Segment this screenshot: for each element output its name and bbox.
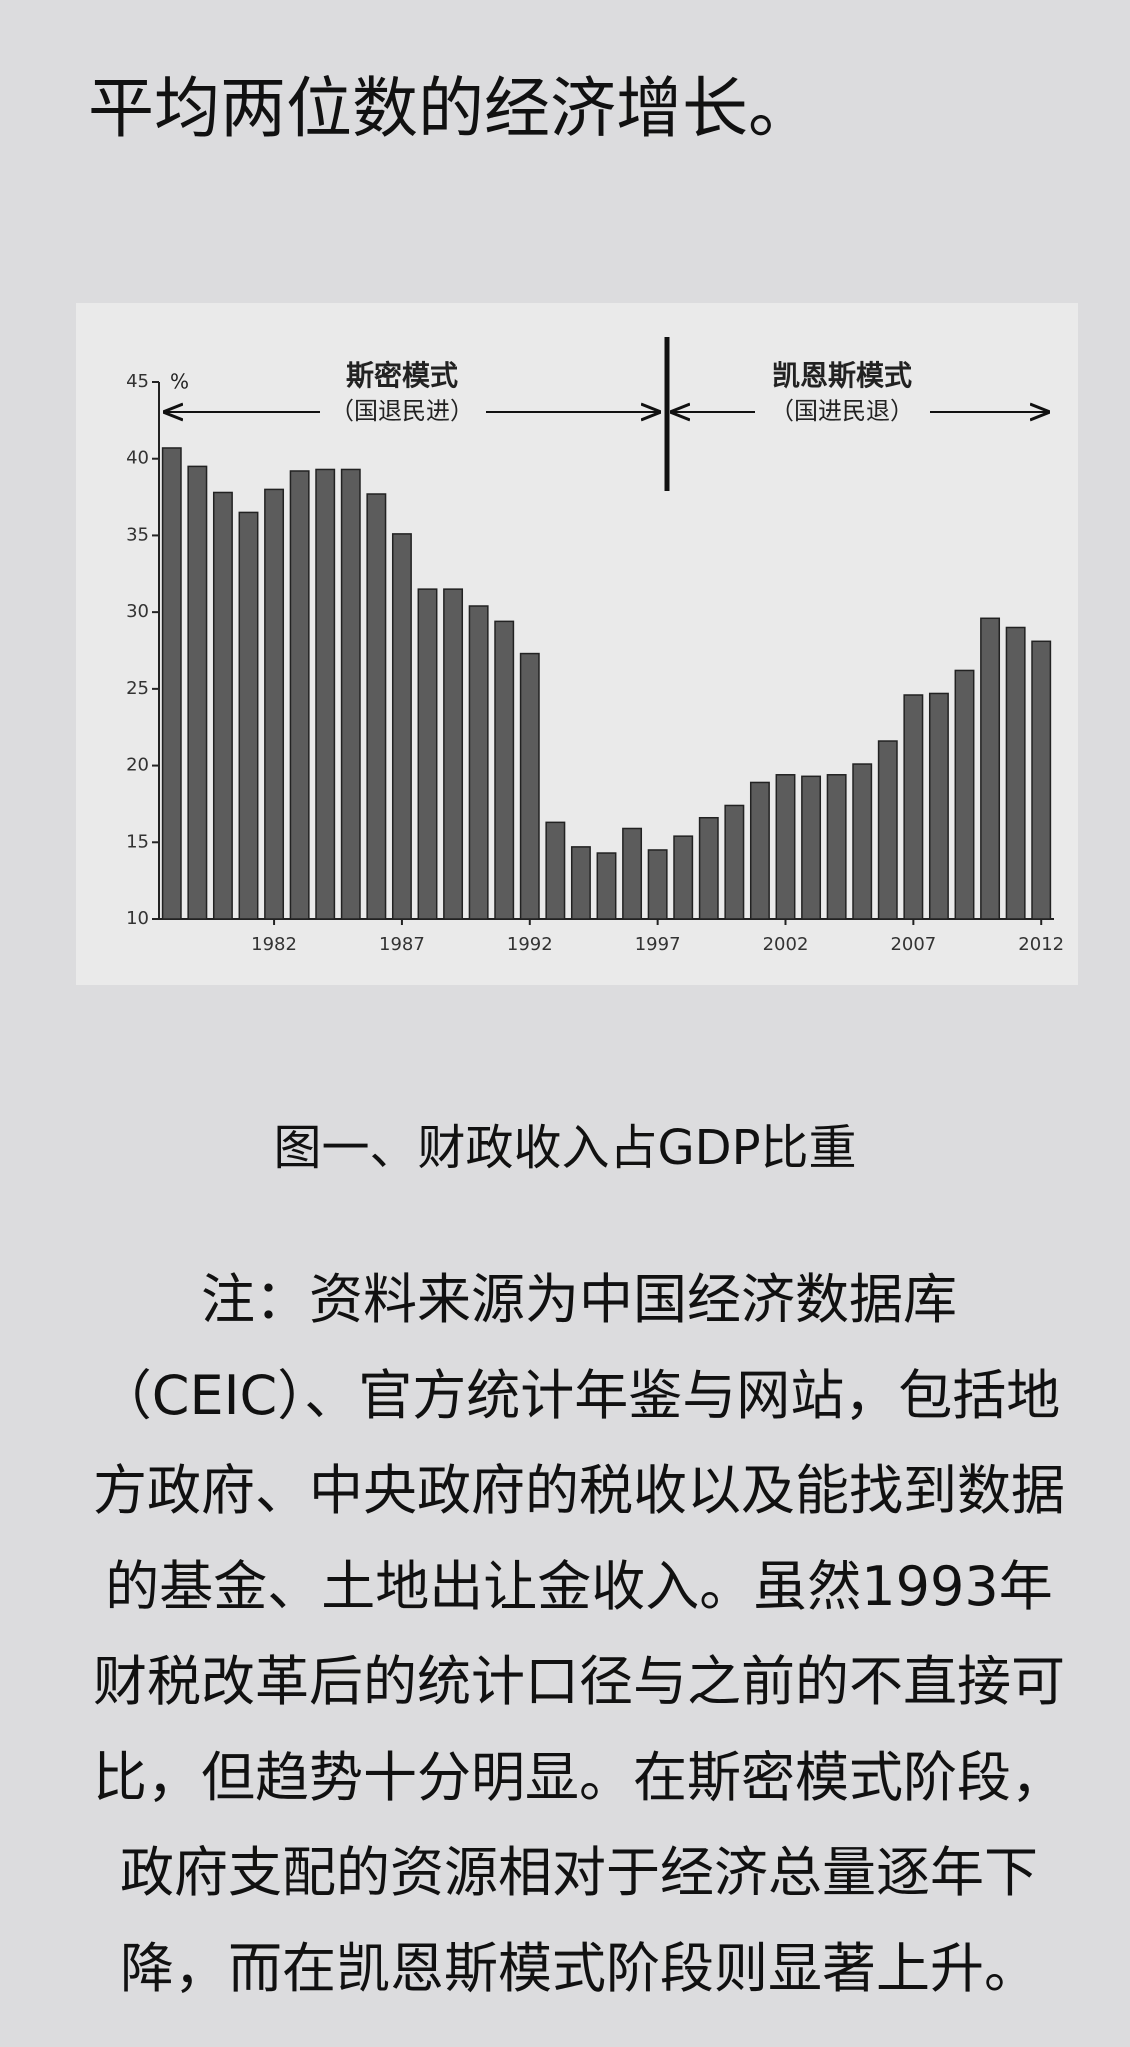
note: 注：资料来源为中国经济数据库（CEIC）、官方统计年鉴与网站，包括地方政府、中央… [93,1268,1065,2000]
y-tick-label: 25 [126,678,149,699]
bar [570,846,591,920]
x-tick-label: 2002 [763,934,809,955]
bar [315,468,336,920]
bar [417,588,438,920]
x-tick-label: 2007 [890,934,936,955]
bar [289,470,310,920]
bar [903,694,924,920]
bar [596,852,617,920]
x-tick-label: 1992 [507,934,553,955]
annotation: （国退民进） [330,397,474,425]
annotation: （国进民退） [770,397,914,425]
y-tick-label: 10 [126,908,149,929]
bar [468,605,489,920]
bar [340,468,361,920]
bar [519,652,540,920]
bar [749,781,770,920]
annotation: 凯恩斯模式 [772,359,912,392]
title: 平均两位数的经济增长。 [88,70,814,147]
annotation: 斯密模式 [346,359,458,392]
bar [852,763,873,920]
chart-image: % 斯密模式 （国退民进） 凯恩斯模式 （国进民退） 10 15 20 25 30 35 4… [76,303,1078,985]
bar [928,692,949,920]
bar [954,669,975,920]
x-tick-label: 1987 [379,934,425,955]
bar [724,804,745,920]
bar [1005,626,1026,920]
bar [161,447,182,920]
bar [673,835,694,920]
x-tick-label: 1997 [635,934,681,955]
caption: 图一、财政收入占GDP比重 [273,1120,857,1176]
bar [212,491,233,920]
bar [698,816,719,920]
bar [494,620,515,920]
x-tick-label: 1982 [251,934,297,955]
y-tick-label: 45 [126,371,149,392]
bar [775,774,796,920]
bar [238,511,259,920]
y-tick-label: 30 [126,601,149,622]
x-tick-label: 2012 [1018,934,1064,955]
bar [545,821,566,920]
bar [187,465,208,920]
bar [647,849,668,920]
bar [826,774,847,920]
bar [877,740,898,920]
bar [1031,640,1052,920]
bar [980,617,1001,920]
y-tick-label: 35 [126,524,149,545]
bar [391,533,412,920]
y-tick-label: 15 [126,831,149,852]
y-tick-label: 40 [126,448,149,469]
bar [264,488,285,920]
bar [801,775,822,920]
bar [443,588,464,920]
bar [366,493,387,920]
bar [622,827,643,920]
y-tick-label: 20 [126,755,149,776]
y-unit: % [170,370,189,394]
